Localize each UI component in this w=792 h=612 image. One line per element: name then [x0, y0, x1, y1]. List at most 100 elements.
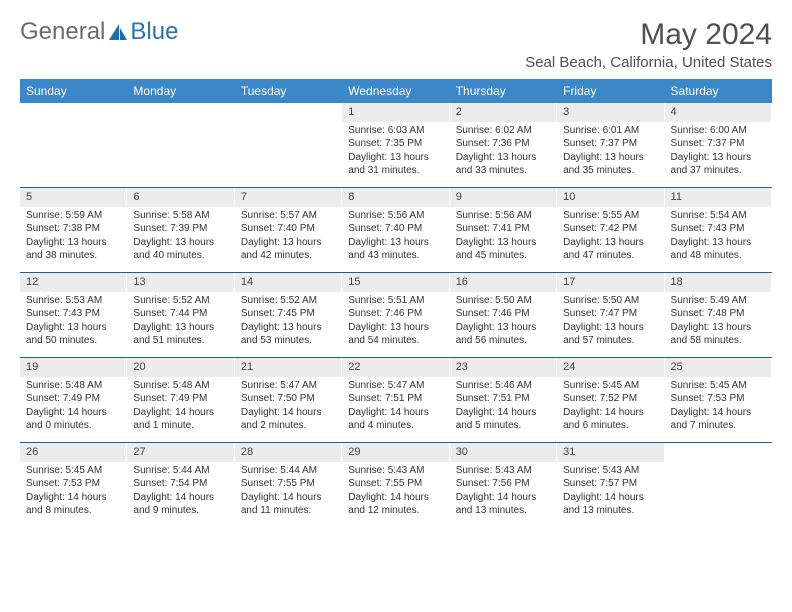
day-body: Sunrise: 5:49 AMSunset: 7:48 PMDaylight:… — [665, 292, 771, 352]
sunset-text: Sunset: 7:43 PM — [26, 307, 120, 321]
day-cell: 28Sunrise: 5:44 AMSunset: 7:55 PMDayligh… — [235, 443, 342, 527]
day-cell: 16Sunrise: 5:50 AMSunset: 7:46 PMDayligh… — [450, 273, 557, 357]
day-number: 9 — [450, 188, 556, 207]
daylight-text: Daylight: 14 hours and 9 minutes. — [133, 491, 227, 518]
day-body: Sunrise: 5:50 AMSunset: 7:46 PMDaylight:… — [450, 292, 556, 352]
sunrise-text: Sunrise: 5:43 AM — [348, 464, 442, 478]
day-cell: 10Sunrise: 5:55 AMSunset: 7:42 PMDayligh… — [557, 188, 664, 272]
day-number: 17 — [557, 273, 663, 292]
daylight-text: Daylight: 14 hours and 13 minutes. — [563, 491, 657, 518]
week-row: 26Sunrise: 5:45 AMSunset: 7:53 PMDayligh… — [20, 443, 772, 527]
daylight-text: Daylight: 14 hours and 1 minute. — [133, 406, 227, 433]
day-cell: 1Sunrise: 6:03 AMSunset: 7:35 PMDaylight… — [342, 103, 449, 187]
day-number: 26 — [20, 443, 126, 462]
sunrise-text: Sunrise: 5:54 AM — [671, 209, 765, 223]
page-header: General Blue May 2024 Seal Beach, Califo… — [20, 18, 772, 71]
day-body: Sunrise: 5:44 AMSunset: 7:55 PMDaylight:… — [235, 462, 341, 522]
day-body: Sunrise: 5:59 AMSunset: 7:38 PMDaylight:… — [20, 207, 126, 267]
sunrise-text: Sunrise: 6:01 AM — [563, 124, 657, 138]
daylight-text: Daylight: 13 hours and 56 minutes. — [456, 321, 550, 348]
day-number: 1 — [342, 103, 448, 122]
daylight-text: Daylight: 14 hours and 0 minutes. — [26, 406, 120, 433]
sunset-text: Sunset: 7:55 PM — [348, 477, 442, 491]
day-cell: 2Sunrise: 6:02 AMSunset: 7:36 PMDaylight… — [450, 103, 557, 187]
day-cell: 21Sunrise: 5:47 AMSunset: 7:50 PMDayligh… — [235, 358, 342, 442]
day-number: 25 — [665, 358, 771, 377]
sunset-text: Sunset: 7:46 PM — [348, 307, 442, 321]
day-body: Sunrise: 5:56 AMSunset: 7:41 PMDaylight:… — [450, 207, 556, 267]
day-cell: 3Sunrise: 6:01 AMSunset: 7:37 PMDaylight… — [557, 103, 664, 187]
day-number: 15 — [342, 273, 448, 292]
day-number: 27 — [127, 443, 233, 462]
logo-text-blue: Blue — [130, 18, 178, 46]
daylight-text: Daylight: 13 hours and 47 minutes. — [563, 236, 657, 263]
day-body: Sunrise: 5:45 AMSunset: 7:53 PMDaylight:… — [665, 377, 771, 437]
day-number: 4 — [665, 103, 771, 122]
sunrise-text: Sunrise: 5:59 AM — [26, 209, 120, 223]
sunrise-text: Sunrise: 5:52 AM — [133, 294, 227, 308]
daylight-text: Daylight: 13 hours and 57 minutes. — [563, 321, 657, 348]
day-body: Sunrise: 5:44 AMSunset: 7:54 PMDaylight:… — [127, 462, 233, 522]
day-number: 6 — [127, 188, 233, 207]
daylight-text: Daylight: 14 hours and 8 minutes. — [26, 491, 120, 518]
sunrise-text: Sunrise: 5:47 AM — [241, 379, 335, 393]
sunrise-text: Sunrise: 5:45 AM — [563, 379, 657, 393]
day-body: Sunrise: 6:00 AMSunset: 7:37 PMDaylight:… — [665, 122, 771, 182]
daylight-text: Daylight: 14 hours and 12 minutes. — [348, 491, 442, 518]
weeks-container: 1Sunrise: 6:03 AMSunset: 7:35 PMDaylight… — [20, 103, 772, 527]
day-number: 23 — [450, 358, 556, 377]
daylight-text: Daylight: 14 hours and 5 minutes. — [456, 406, 550, 433]
sunset-text: Sunset: 7:36 PM — [456, 137, 550, 151]
day-cell: 31Sunrise: 5:43 AMSunset: 7:57 PMDayligh… — [557, 443, 664, 527]
sunset-text: Sunset: 7:57 PM — [563, 477, 657, 491]
day-cell-empty — [665, 443, 772, 527]
sunset-text: Sunset: 7:40 PM — [348, 222, 442, 236]
sunset-text: Sunset: 7:53 PM — [671, 392, 765, 406]
sunset-text: Sunset: 7:43 PM — [671, 222, 765, 236]
day-cell: 9Sunrise: 5:56 AMSunset: 7:41 PMDaylight… — [450, 188, 557, 272]
sunrise-text: Sunrise: 5:58 AM — [133, 209, 227, 223]
day-body: Sunrise: 5:48 AMSunset: 7:49 PMDaylight:… — [127, 377, 233, 437]
day-cell: 12Sunrise: 5:53 AMSunset: 7:43 PMDayligh… — [20, 273, 127, 357]
daylight-text: Daylight: 13 hours and 53 minutes. — [241, 321, 335, 348]
dow-sunday: Sunday — [20, 79, 127, 103]
day-cell-empty — [127, 103, 234, 187]
daylight-text: Daylight: 13 hours and 50 minutes. — [26, 321, 120, 348]
day-number: 29 — [342, 443, 448, 462]
sunset-text: Sunset: 7:56 PM — [456, 477, 550, 491]
day-of-week-header: SundayMondayTuesdayWednesdayThursdayFrid… — [20, 79, 772, 103]
day-body: Sunrise: 5:45 AMSunset: 7:53 PMDaylight:… — [20, 462, 126, 522]
day-body: Sunrise: 5:56 AMSunset: 7:40 PMDaylight:… — [342, 207, 448, 267]
daylight-text: Daylight: 14 hours and 11 minutes. — [241, 491, 335, 518]
day-number: 11 — [665, 188, 771, 207]
sunrise-text: Sunrise: 5:47 AM — [348, 379, 442, 393]
daylight-text: Daylight: 13 hours and 58 minutes. — [671, 321, 765, 348]
daylight-text: Daylight: 13 hours and 31 minutes. — [348, 151, 442, 178]
day-body: Sunrise: 5:46 AMSunset: 7:51 PMDaylight:… — [450, 377, 556, 437]
sunset-text: Sunset: 7:39 PM — [133, 222, 227, 236]
day-number: 16 — [450, 273, 556, 292]
day-number: 20 — [127, 358, 233, 377]
logo: General Blue — [20, 18, 178, 46]
dow-thursday: Thursday — [450, 79, 557, 103]
daylight-text: Daylight: 13 hours and 35 minutes. — [563, 151, 657, 178]
sunset-text: Sunset: 7:45 PM — [241, 307, 335, 321]
day-body: Sunrise: 5:47 AMSunset: 7:51 PMDaylight:… — [342, 377, 448, 437]
day-cell: 29Sunrise: 5:43 AMSunset: 7:55 PMDayligh… — [342, 443, 449, 527]
day-body: Sunrise: 5:43 AMSunset: 7:55 PMDaylight:… — [342, 462, 448, 522]
day-cell: 8Sunrise: 5:56 AMSunset: 7:40 PMDaylight… — [342, 188, 449, 272]
sunrise-text: Sunrise: 5:43 AM — [563, 464, 657, 478]
day-body: Sunrise: 6:02 AMSunset: 7:36 PMDaylight:… — [450, 122, 556, 182]
day-cell: 26Sunrise: 5:45 AMSunset: 7:53 PMDayligh… — [20, 443, 127, 527]
dow-wednesday: Wednesday — [342, 79, 449, 103]
week-row: 5Sunrise: 5:59 AMSunset: 7:38 PMDaylight… — [20, 188, 772, 273]
day-cell: 25Sunrise: 5:45 AMSunset: 7:53 PMDayligh… — [665, 358, 772, 442]
dow-friday: Friday — [557, 79, 664, 103]
day-cell: 23Sunrise: 5:46 AMSunset: 7:51 PMDayligh… — [450, 358, 557, 442]
sunrise-text: Sunrise: 6:02 AM — [456, 124, 550, 138]
day-number: 19 — [20, 358, 126, 377]
sunset-text: Sunset: 7:51 PM — [456, 392, 550, 406]
day-number: 5 — [20, 188, 126, 207]
day-number: 7 — [235, 188, 341, 207]
calendar: SundayMondayTuesdayWednesdayThursdayFrid… — [20, 79, 772, 527]
